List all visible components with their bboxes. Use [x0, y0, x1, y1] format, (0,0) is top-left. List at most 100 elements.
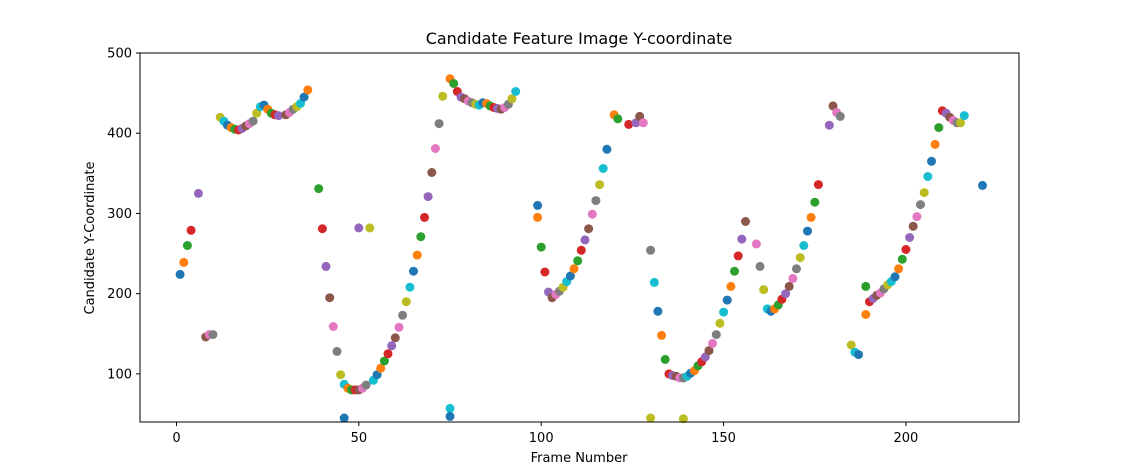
- data-point: [438, 91, 448, 101]
- y-axis-ticks: 100 200 300 400 500: [107, 47, 140, 382]
- data-point: [398, 310, 408, 320]
- data-point: [536, 242, 546, 252]
- data-point: [430, 144, 440, 153]
- data-point: [576, 245, 586, 255]
- data-point: [409, 266, 418, 276]
- data-point: [653, 306, 663, 316]
- data-point: [919, 188, 929, 198]
- data-point: [824, 120, 834, 130]
- data-point: [591, 196, 601, 206]
- data-point: [784, 281, 794, 291]
- data-point: [730, 266, 739, 276]
- data-point: [795, 253, 805, 263]
- data-point: [569, 264, 579, 274]
- data-point: [376, 363, 386, 373]
- y-tick-label: 100: [107, 367, 132, 382]
- data-point: [894, 264, 904, 274]
- data-point: [660, 354, 670, 364]
- data-point: [445, 403, 455, 413]
- data-point: [813, 180, 823, 190]
- data-point: [649, 277, 659, 287]
- data-point: [332, 346, 342, 356]
- data-point: [602, 144, 612, 154]
- data-point: [390, 333, 400, 343]
- data-point: [405, 282, 415, 292]
- data-point: [788, 273, 798, 283]
- data-point: [927, 156, 936, 166]
- data-point: [715, 318, 725, 328]
- x-axis-title: Frame Number: [531, 451, 629, 466]
- data-point: [208, 330, 218, 340]
- data-point: [792, 264, 801, 274]
- data-point: [959, 111, 969, 121]
- data-point: [420, 212, 429, 222]
- data-point: [854, 350, 863, 360]
- data-point: [423, 192, 433, 202]
- data-point: [394, 322, 404, 332]
- x-axis-ticks: 0 50 100 150 200: [172, 422, 918, 446]
- data-point: [741, 217, 750, 226]
- data-point: [354, 223, 364, 233]
- data-point: [328, 322, 338, 331]
- data-point: [737, 234, 747, 244]
- data-point: [565, 271, 575, 281]
- y-tick-label: 500: [107, 47, 132, 62]
- data-point: [434, 119, 444, 129]
- x-tick-label: 150: [711, 431, 736, 446]
- y-tick-label: 200: [107, 287, 132, 302]
- plot-area-frame: [139, 52, 1020, 423]
- data-point: [533, 212, 543, 222]
- data-point: [587, 209, 597, 219]
- data-point: [846, 340, 856, 350]
- data-points: [175, 74, 987, 424]
- data-point: [912, 212, 922, 222]
- data-point: [861, 310, 871, 319]
- data-point: [646, 245, 656, 255]
- data-point: [445, 411, 455, 421]
- data-point: [678, 414, 688, 424]
- data-point: [956, 118, 966, 128]
- data-point: [708, 338, 718, 348]
- data-point: [299, 92, 309, 102]
- data-point: [573, 256, 583, 266]
- data-point: [175, 269, 185, 279]
- x-tick-label: 0: [172, 431, 180, 446]
- data-point: [657, 330, 667, 340]
- data-point: [379, 356, 389, 366]
- data-point: [711, 330, 721, 340]
- data-point: [835, 111, 845, 121]
- data-point: [339, 413, 349, 423]
- y-tick-label: 400: [107, 127, 132, 142]
- data-point: [325, 293, 335, 303]
- data-point: [624, 119, 634, 129]
- data-point: [759, 285, 769, 295]
- data-point: [449, 79, 459, 88]
- data-point: [638, 118, 648, 128]
- chart-title: Candidate Feature Image Y-coordinate: [426, 29, 733, 48]
- x-tick-label: 200: [894, 431, 919, 446]
- data-point: [930, 139, 940, 149]
- data-point: [978, 180, 987, 190]
- x-tick-label: 100: [529, 431, 554, 446]
- data-point: [799, 241, 809, 250]
- y-axis-title: Candidate Y-Coordinate: [83, 162, 98, 315]
- data-point: [897, 254, 907, 264]
- data-point: [580, 235, 590, 245]
- data-point: [613, 114, 623, 124]
- data-point: [427, 168, 437, 177]
- data-point: [186, 225, 196, 235]
- data-point: [861, 281, 871, 291]
- data-point: [923, 172, 933, 181]
- data-point: [314, 184, 324, 194]
- data-point: [719, 307, 729, 317]
- data-point: [803, 226, 812, 236]
- data-point: [890, 272, 900, 282]
- data-point: [383, 349, 393, 359]
- data-point: [810, 197, 820, 207]
- y-tick-label: 300: [107, 207, 132, 222]
- data-point: [182, 241, 192, 250]
- data-point: [908, 221, 918, 231]
- data-point: [806, 212, 816, 222]
